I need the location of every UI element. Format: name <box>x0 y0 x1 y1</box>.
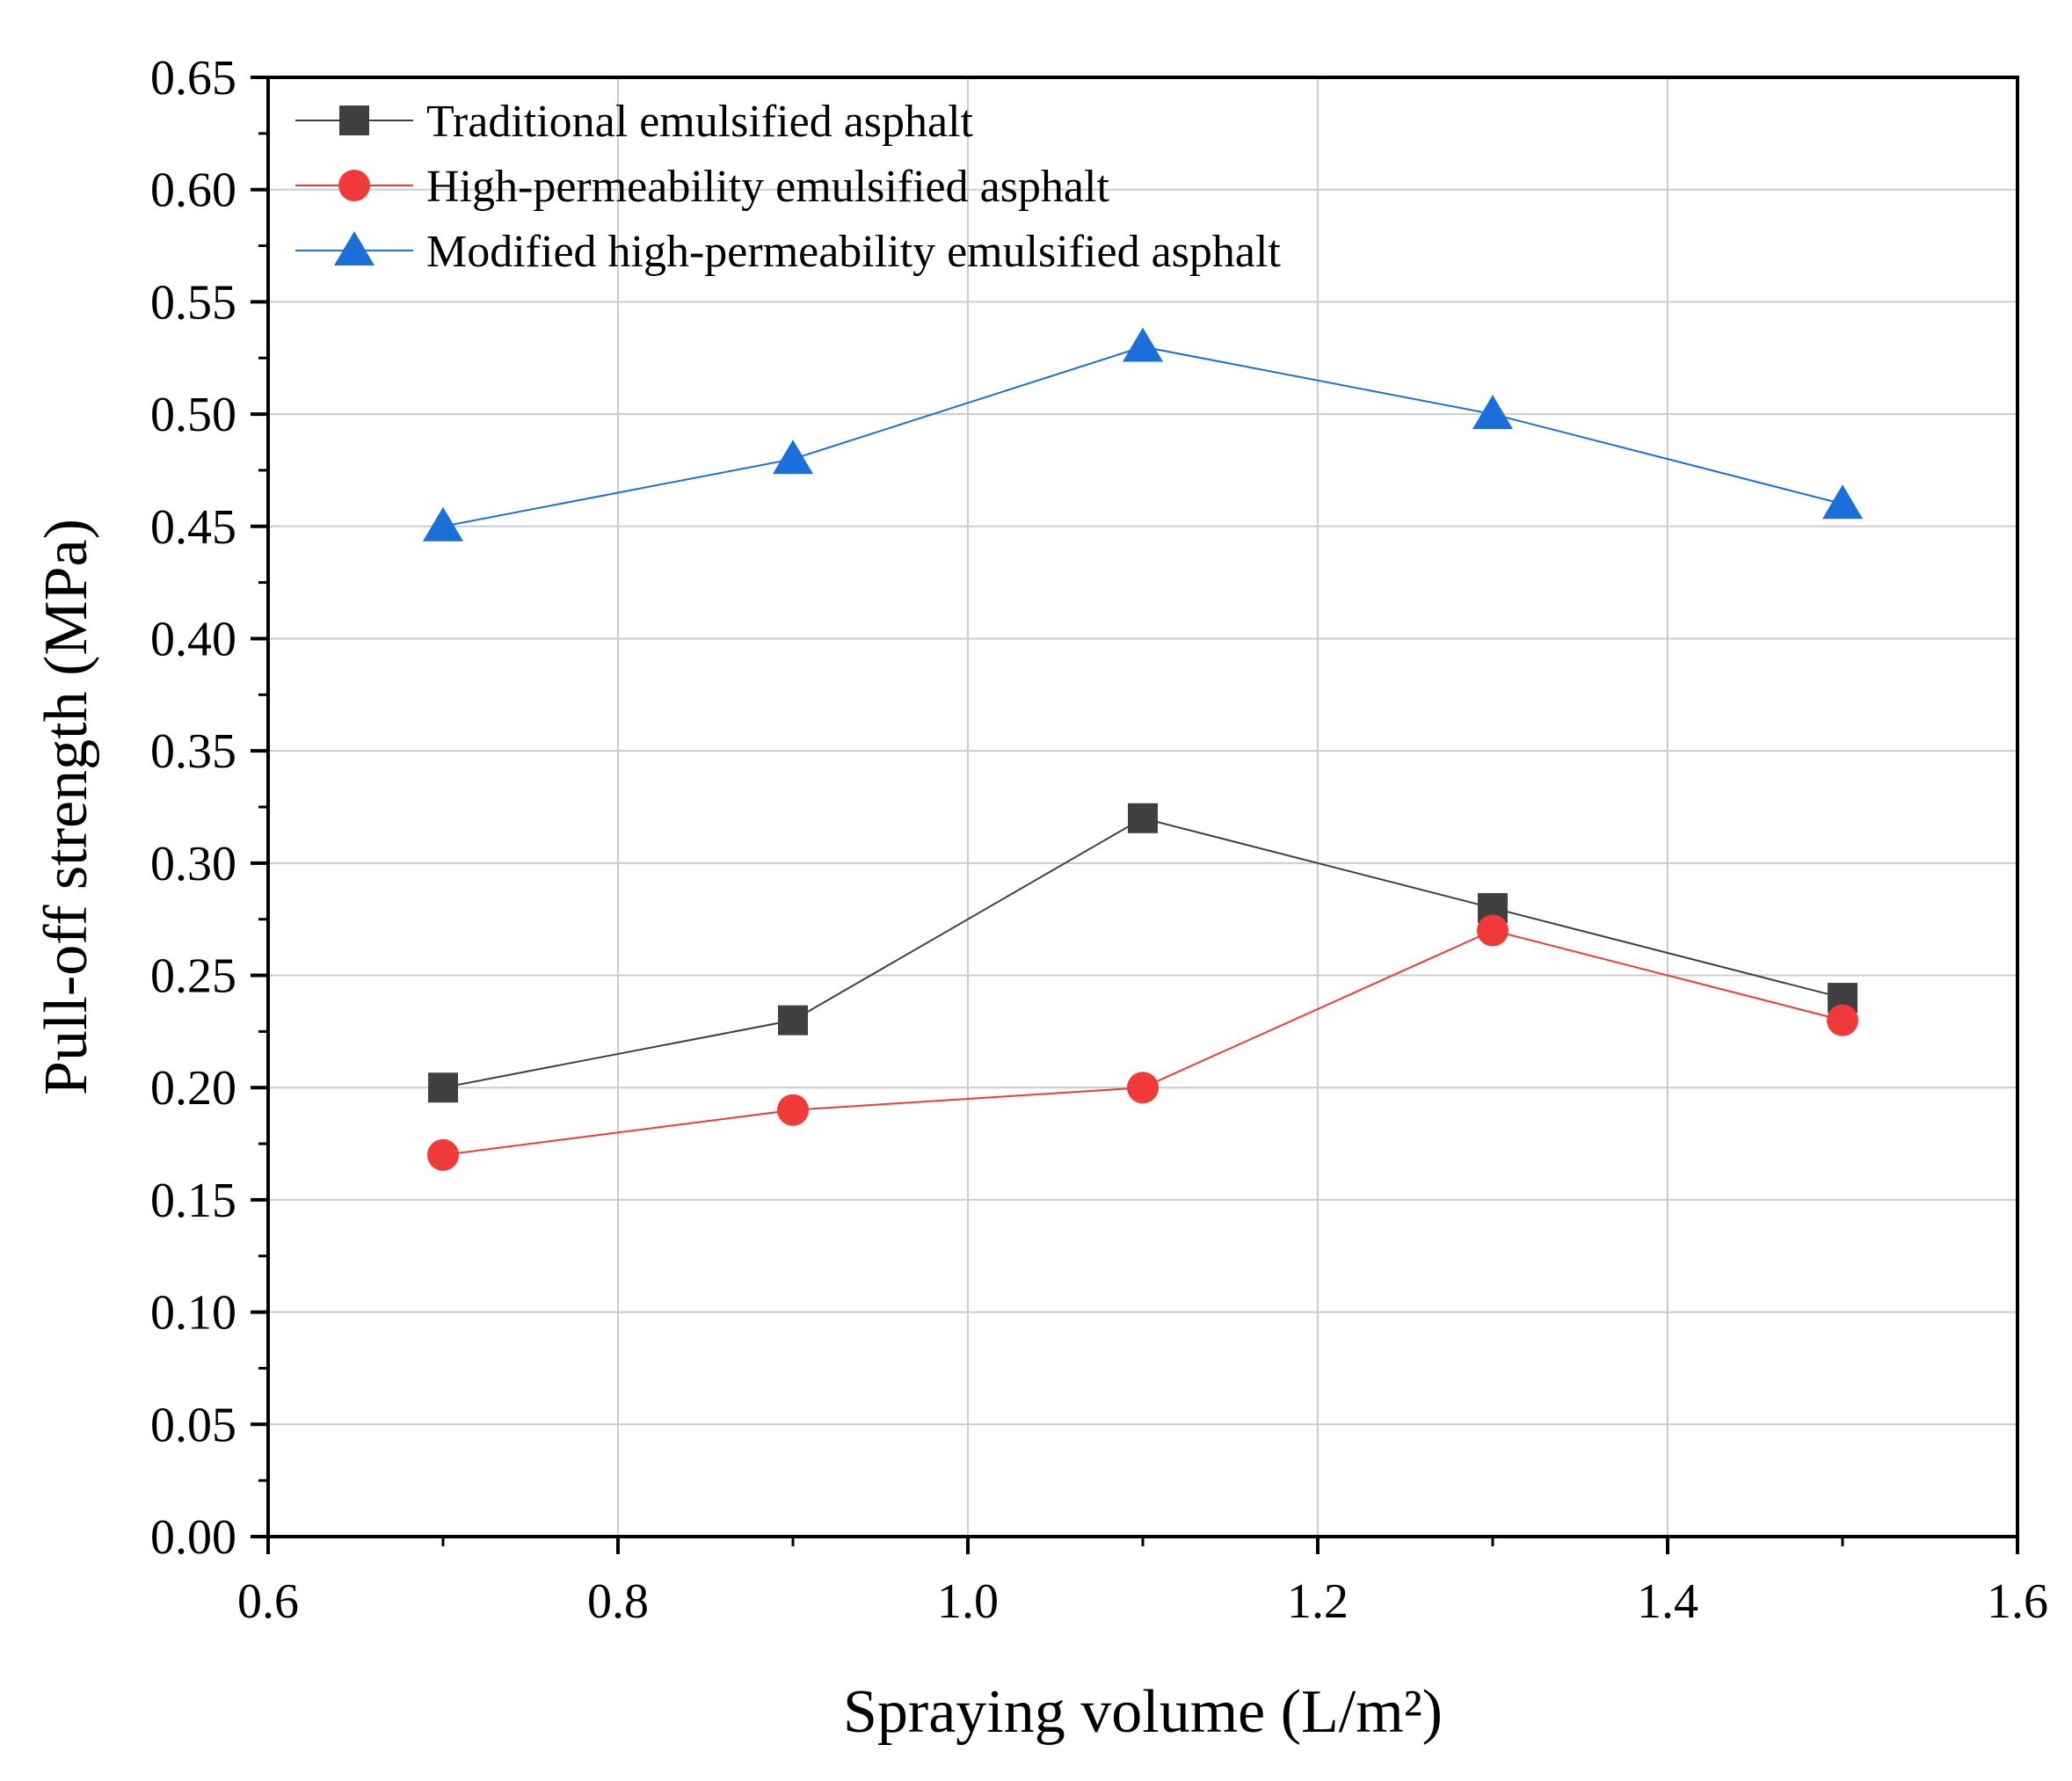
x-axis-title: Spraying volume (L/m²) <box>843 1678 1443 1746</box>
series-line <box>442 817 1843 1089</box>
x-tick-label: 0.8 <box>587 1574 649 1629</box>
y-axis-title: Pull-off strength (MPa) <box>33 519 100 1095</box>
x-tick-label: 0.6 <box>237 1574 299 1629</box>
x-tick-label: 1.0 <box>937 1574 999 1629</box>
legend-item: Traditional emulsified asphalt <box>295 97 974 147</box>
y-tick-label: 0.30 <box>150 837 236 891</box>
y-tick-label: 0.25 <box>150 949 236 1004</box>
y-tick-label: 0.55 <box>150 275 236 330</box>
data-point-square <box>428 1072 458 1103</box>
y-tick-label: 0.60 <box>150 164 236 218</box>
x-tick-label: 1.4 <box>1637 1574 1698 1629</box>
legend-item: Modified high-permeability emulsified as… <box>295 227 1281 277</box>
series-layer <box>423 327 1863 1171</box>
data-point-circle <box>1827 1004 1858 1036</box>
data-point-circle <box>427 1138 459 1171</box>
axis-ticks: 0.6 0.8 1.0 1.2 1.4 1.6 0.00 0.05 0.10 0.15 0.20 0.… <box>150 51 2048 1629</box>
legend-label: High-permeability emulsified asphalt <box>426 162 1109 212</box>
y-tick-label: 0.15 <box>150 1174 236 1228</box>
data-point-triangle <box>773 440 813 475</box>
series-line <box>442 929 1843 1156</box>
data-point-square <box>778 1005 808 1036</box>
legend-marker-triangle <box>334 231 374 265</box>
series-line <box>442 345 1843 527</box>
y-tick-label: 0.00 <box>150 1510 236 1565</box>
data-point-square <box>1128 803 1158 833</box>
x-tick-label: 1.6 <box>1987 1574 2048 1629</box>
data-point-circle <box>1127 1072 1159 1104</box>
data-point-triangle <box>1822 484 1863 520</box>
y-tick-label: 0.65 <box>150 51 236 105</box>
y-tick-label: 0.05 <box>150 1398 236 1452</box>
data-point-triangle <box>423 506 463 542</box>
x-tick-label: 1.2 <box>1287 1574 1349 1629</box>
legend-marker-circle <box>338 170 370 201</box>
legend: Traditional emulsified asphalt High-perme… <box>295 97 1281 277</box>
legend-marker-square <box>339 105 369 135</box>
data-point-triangle <box>1123 327 1163 362</box>
data-point-triangle <box>1472 395 1513 430</box>
y-tick-label: 0.45 <box>150 500 236 555</box>
y-tick-label: 0.50 <box>150 388 236 442</box>
y-tick-label: 0.40 <box>150 612 236 666</box>
y-tick-label: 0.10 <box>150 1286 236 1341</box>
data-point-circle <box>777 1094 809 1126</box>
series-1 <box>428 803 1858 1103</box>
y-tick-label: 0.20 <box>150 1061 236 1116</box>
series-2 <box>427 914 1858 1171</box>
legend-label: Modified high-permeability emulsified as… <box>426 227 1281 277</box>
y-tick-label: 0.35 <box>150 724 236 779</box>
legend-label: Traditional emulsified asphalt <box>426 97 974 147</box>
series-3 <box>423 327 1863 542</box>
grid <box>268 77 2017 1537</box>
legend-item: High-permeability emulsified asphalt <box>295 162 1109 212</box>
data-point-circle <box>1477 914 1509 947</box>
